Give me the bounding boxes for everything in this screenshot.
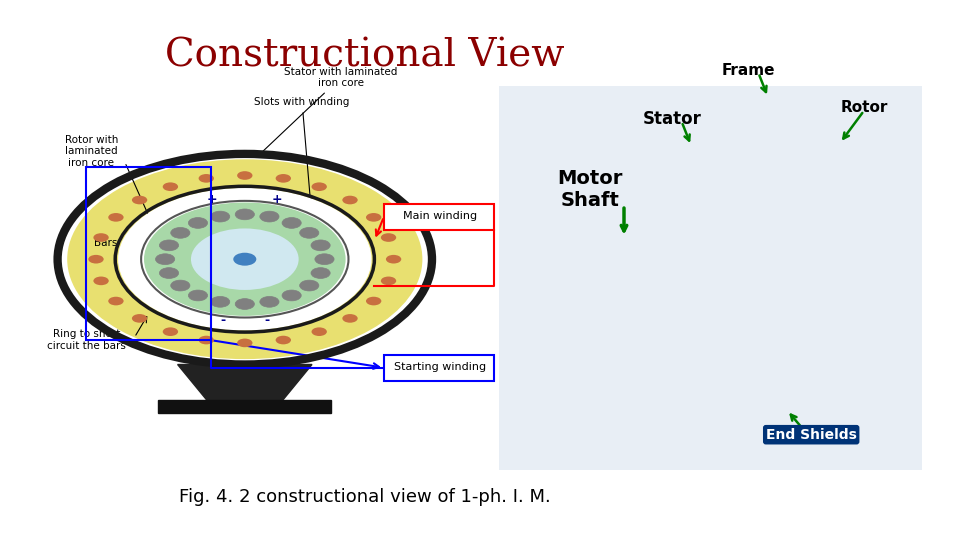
Circle shape bbox=[132, 195, 147, 204]
Text: -: - bbox=[220, 314, 226, 327]
Text: Motor
Shaft: Motor Shaft bbox=[558, 168, 623, 210]
Polygon shape bbox=[178, 364, 312, 400]
Text: Main winding: Main winding bbox=[402, 211, 477, 221]
Circle shape bbox=[171, 280, 190, 291]
Circle shape bbox=[260, 211, 279, 222]
Circle shape bbox=[188, 290, 207, 301]
Text: Frame: Frame bbox=[722, 63, 776, 78]
Text: Rotor with
laminated
iron core: Rotor with laminated iron core bbox=[64, 134, 118, 168]
Circle shape bbox=[199, 174, 214, 183]
Text: Slots with winding: Slots with winding bbox=[254, 97, 349, 202]
Circle shape bbox=[235, 209, 254, 220]
Circle shape bbox=[108, 296, 124, 305]
Circle shape bbox=[210, 296, 229, 307]
Circle shape bbox=[159, 268, 179, 279]
Circle shape bbox=[300, 227, 319, 238]
Circle shape bbox=[199, 336, 214, 345]
Circle shape bbox=[108, 213, 124, 221]
Circle shape bbox=[366, 297, 381, 306]
Circle shape bbox=[366, 213, 381, 221]
Circle shape bbox=[156, 254, 175, 265]
Circle shape bbox=[282, 290, 301, 301]
Circle shape bbox=[276, 174, 291, 183]
Circle shape bbox=[343, 195, 358, 204]
Circle shape bbox=[315, 254, 334, 265]
FancyBboxPatch shape bbox=[384, 204, 494, 230]
Circle shape bbox=[192, 230, 298, 289]
Circle shape bbox=[282, 218, 301, 228]
Text: Ring to short
circuit the bars: Ring to short circuit the bars bbox=[47, 329, 126, 351]
FancyBboxPatch shape bbox=[499, 86, 922, 470]
Circle shape bbox=[171, 227, 190, 238]
Text: Rotor: Rotor bbox=[840, 100, 888, 116]
Circle shape bbox=[233, 253, 256, 266]
Circle shape bbox=[188, 218, 207, 228]
Text: Bars: Bars bbox=[94, 238, 117, 248]
Circle shape bbox=[93, 233, 108, 242]
Text: +: + bbox=[272, 193, 283, 206]
Text: Constructional View: Constructional View bbox=[165, 38, 564, 75]
Text: Fig. 4. 2 constructional view of 1-ph. I. M.: Fig. 4. 2 constructional view of 1-ph. I… bbox=[179, 488, 551, 506]
Circle shape bbox=[386, 255, 401, 264]
Text: +: + bbox=[206, 193, 218, 206]
Circle shape bbox=[235, 299, 254, 309]
Circle shape bbox=[300, 280, 319, 291]
Circle shape bbox=[118, 188, 372, 330]
Text: End Shields: End Shields bbox=[766, 428, 856, 442]
FancyBboxPatch shape bbox=[384, 355, 494, 381]
Circle shape bbox=[276, 336, 291, 345]
Circle shape bbox=[159, 240, 179, 251]
Text: Stator with laminated
iron core: Stator with laminated iron core bbox=[257, 67, 397, 157]
Circle shape bbox=[343, 314, 358, 323]
Text: -: - bbox=[264, 314, 270, 327]
FancyBboxPatch shape bbox=[158, 400, 331, 413]
Circle shape bbox=[311, 327, 327, 336]
Circle shape bbox=[88, 255, 104, 264]
Circle shape bbox=[163, 183, 179, 191]
Circle shape bbox=[381, 233, 396, 242]
Circle shape bbox=[67, 159, 422, 359]
Circle shape bbox=[144, 202, 346, 316]
Circle shape bbox=[237, 171, 252, 180]
Circle shape bbox=[93, 276, 108, 285]
Circle shape bbox=[260, 296, 279, 307]
Circle shape bbox=[210, 211, 229, 222]
Circle shape bbox=[162, 327, 178, 336]
Circle shape bbox=[381, 276, 396, 285]
Circle shape bbox=[237, 339, 252, 347]
Text: Starting winding: Starting winding bbox=[394, 362, 486, 372]
Circle shape bbox=[311, 183, 327, 191]
Circle shape bbox=[311, 268, 330, 279]
Circle shape bbox=[132, 314, 147, 323]
Text: Stator: Stator bbox=[642, 110, 702, 128]
Circle shape bbox=[311, 240, 330, 251]
